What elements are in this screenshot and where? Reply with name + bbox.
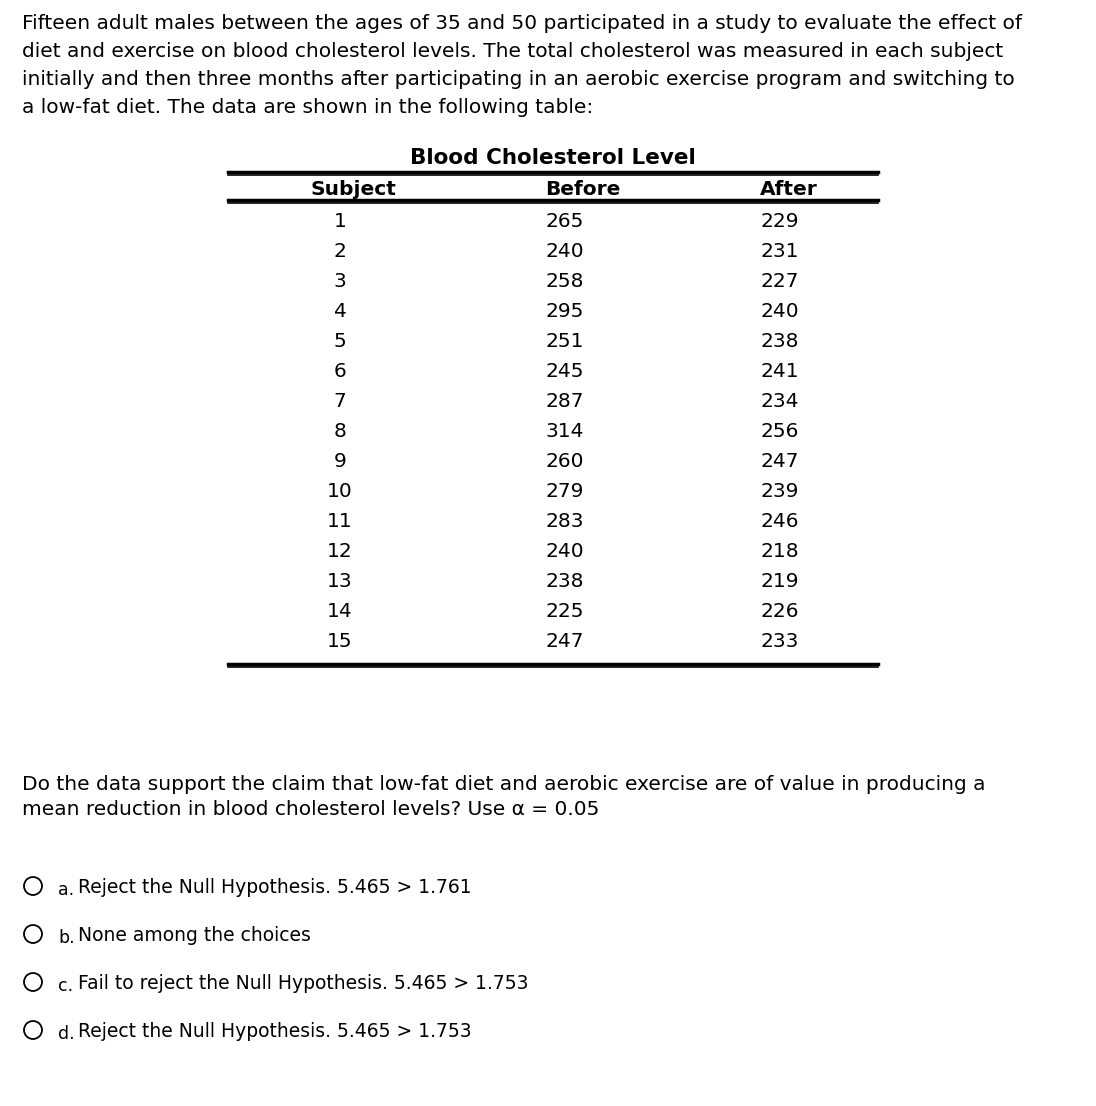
Text: Fifteen adult males between the ages of 35 and 50 participated in a study to eva: Fifteen adult males between the ages of … [22, 14, 1021, 117]
Text: 240: 240 [546, 542, 584, 561]
Text: Do the data support the claim that low-fat diet and aerobic exercise are of valu: Do the data support the claim that low-f… [22, 775, 985, 794]
Text: 246: 246 [761, 512, 799, 531]
Text: 265: 265 [546, 212, 584, 231]
Text: 287: 287 [546, 392, 584, 411]
Text: None among the choices: None among the choices [78, 926, 311, 945]
Text: 218: 218 [761, 542, 799, 561]
Text: Reject the Null Hypothesis. 5.465 > 1.761: Reject the Null Hypothesis. 5.465 > 1.76… [78, 878, 471, 897]
Text: 15: 15 [328, 632, 353, 651]
Text: 7: 7 [333, 392, 346, 411]
Text: 13: 13 [328, 572, 353, 591]
Text: 234: 234 [761, 392, 799, 411]
Text: 295: 295 [546, 302, 584, 321]
Text: 231: 231 [761, 242, 799, 261]
Text: Reject the Null Hypothesis. 5.465 > 1.753: Reject the Null Hypothesis. 5.465 > 1.75… [78, 1022, 471, 1041]
Text: Subject: Subject [310, 180, 396, 199]
Text: 240: 240 [761, 302, 799, 321]
Text: 4: 4 [333, 302, 346, 321]
Text: 8: 8 [333, 422, 346, 441]
Text: 226: 226 [761, 602, 799, 620]
Text: 227: 227 [761, 272, 799, 291]
Text: Fail to reject the Null Hypothesis. 5.465 > 1.753: Fail to reject the Null Hypothesis. 5.46… [78, 974, 528, 993]
Text: 229: 229 [761, 212, 799, 231]
Text: a.: a. [58, 881, 75, 899]
Text: 9: 9 [333, 452, 346, 471]
Text: 233: 233 [761, 632, 799, 651]
Text: 14: 14 [327, 602, 353, 620]
Text: 1: 1 [333, 212, 346, 231]
Text: 314: 314 [546, 422, 584, 441]
Text: 258: 258 [546, 272, 584, 291]
Text: Blood Cholesterol Level: Blood Cholesterol Level [410, 148, 696, 168]
Text: 2: 2 [333, 242, 346, 261]
Text: 260: 260 [546, 452, 584, 471]
Text: 12: 12 [327, 542, 353, 561]
Text: 245: 245 [546, 362, 584, 380]
Text: 239: 239 [761, 482, 799, 501]
Text: 241: 241 [761, 362, 799, 380]
Text: 240: 240 [546, 242, 584, 261]
Text: d.: d. [58, 1025, 75, 1043]
Text: 247: 247 [761, 452, 799, 471]
Text: Before: Before [545, 180, 620, 199]
Text: 225: 225 [546, 602, 584, 620]
Text: 256: 256 [761, 422, 799, 441]
Text: 238: 238 [761, 332, 799, 351]
Text: 247: 247 [546, 632, 584, 651]
Text: 10: 10 [327, 482, 353, 501]
Text: 5: 5 [333, 332, 346, 351]
Text: b.: b. [58, 929, 75, 947]
Text: 11: 11 [327, 512, 353, 531]
Text: 279: 279 [546, 482, 584, 501]
Text: 283: 283 [546, 512, 584, 531]
Text: 6: 6 [333, 362, 346, 380]
Text: c.: c. [58, 977, 73, 995]
Text: 219: 219 [761, 572, 799, 591]
Text: 251: 251 [546, 332, 584, 351]
Text: 238: 238 [546, 572, 584, 591]
Text: 3: 3 [333, 272, 346, 291]
Text: After: After [760, 180, 818, 199]
Text: mean reduction in blood cholesterol levels? Use α = 0.05: mean reduction in blood cholesterol leve… [22, 800, 600, 820]
